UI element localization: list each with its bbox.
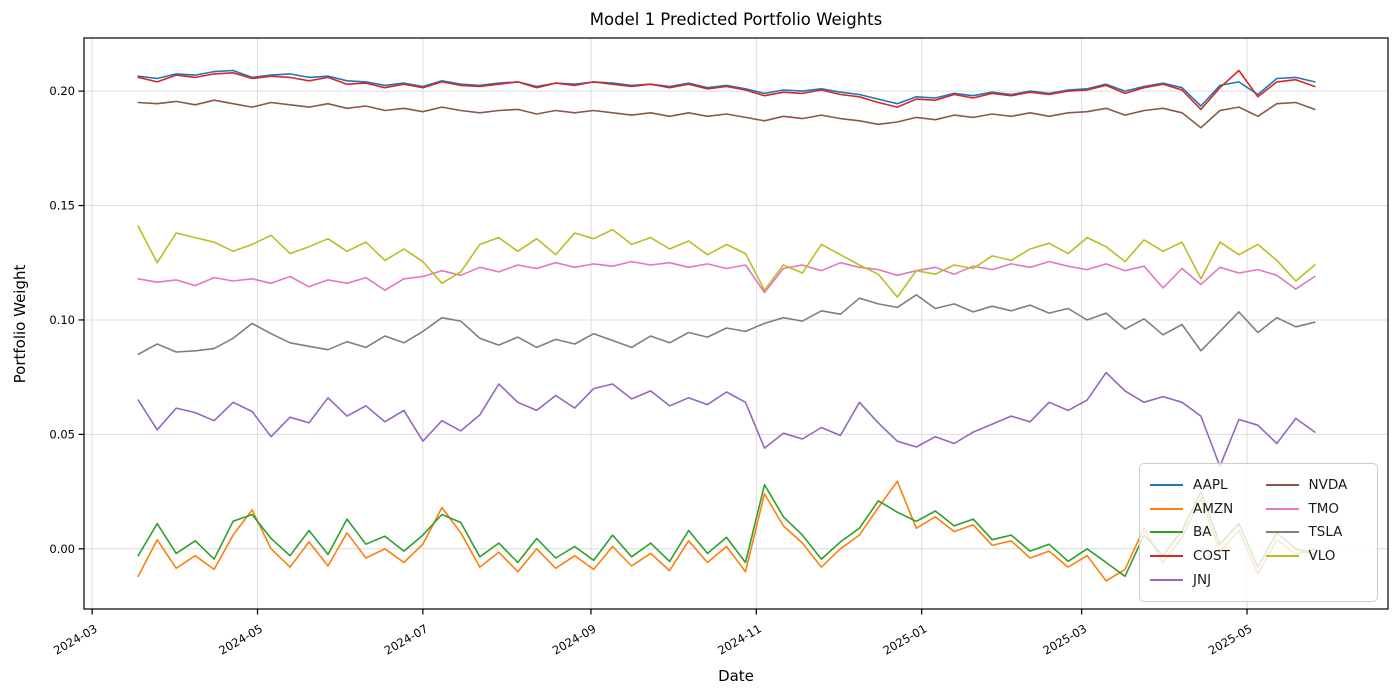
series-line-COST <box>137 69 1316 111</box>
legend-line-swatch-COST <box>1150 555 1183 558</box>
legend-label-BA: BA <box>1193 524 1212 541</box>
series-line-BA <box>137 483 1316 578</box>
y-tick-label: 0.10 <box>49 313 75 327</box>
series-line-JNJ <box>137 371 1316 468</box>
legend: AAPL AMZN BA COST JNJ NVDA TMO TSLA VLO <box>1139 463 1378 602</box>
y-tick-label: 0.05 <box>49 427 75 441</box>
x-tick-label: 2024-03 <box>51 621 100 657</box>
x-tick-label: 2024-11 <box>715 621 764 657</box>
legend-label-TMO: TMO <box>1308 500 1340 517</box>
x-axis-label: Date <box>718 667 754 685</box>
x-tick-label: 2024-09 <box>550 621 599 657</box>
series-line-TSLA <box>137 293 1316 356</box>
legend-item-BA: BA <box>1150 521 1252 545</box>
legend-item-NVDA: NVDA <box>1265 473 1368 497</box>
legend-item-AAPL: AAPL <box>1150 473 1252 497</box>
series-line-VLO <box>137 225 1316 298</box>
series-layer <box>137 69 1316 582</box>
series-line-AMZN <box>137 480 1316 582</box>
y-tick-label: 0.15 <box>49 199 75 213</box>
tick-layer: 2024-03 2024-05 2024-07 2024-09 2024-11 2025-… <box>49 84 1254 658</box>
series-line-AAPL <box>137 69 1316 107</box>
legend-item-AMZN: AMZN <box>1150 497 1252 521</box>
series-line-TMO <box>137 260 1316 294</box>
legend-label-TSLA: TSLA <box>1308 524 1343 541</box>
legend-label-AAPL: AAPL <box>1193 476 1228 493</box>
legend-line-swatch-BA <box>1150 531 1183 534</box>
legend-line-swatch-TSLA <box>1265 531 1299 534</box>
legend-item-TMO: TMO <box>1265 497 1368 521</box>
legend-item-TSLA: TSLA <box>1265 521 1368 545</box>
y-tick-label: 0.00 <box>49 542 75 556</box>
legend-label-NVDA: NVDA <box>1308 476 1348 493</box>
legend-line-swatch-AAPL <box>1150 483 1183 486</box>
legend-line-swatch-TMO <box>1265 507 1299 510</box>
legend-label-VLO: VLO <box>1308 548 1336 565</box>
legend-label-JNJ: JNJ <box>1193 572 1212 589</box>
y-tick-label: 0.20 <box>49 84 75 98</box>
legend-item-JNJ: JNJ <box>1150 568 1252 592</box>
x-tick-label: 2024-07 <box>382 621 431 657</box>
legend-line-swatch-JNJ <box>1150 579 1183 582</box>
chart-title: Model 1 Predicted Portfolio Weights <box>590 10 882 29</box>
x-tick-label: 2025-01 <box>881 621 930 657</box>
legend-label-COST: COST <box>1193 548 1230 565</box>
legend-item-COST: COST <box>1150 544 1252 568</box>
legend-line-swatch-VLO <box>1265 555 1299 558</box>
legend-item-VLO: VLO <box>1265 544 1368 568</box>
legend-label-AMZN: AMZN <box>1193 500 1234 517</box>
plot-border <box>83 37 1389 610</box>
x-tick-label: 2025-03 <box>1041 621 1090 657</box>
x-tick-label: 2025-05 <box>1206 621 1255 657</box>
x-tick-label: 2024-05 <box>216 621 265 657</box>
legend-line-swatch-NVDA <box>1265 483 1299 486</box>
legend-line-swatch-AMZN <box>1150 507 1183 510</box>
y-axis-label: Portfolio Weight <box>11 265 29 384</box>
series-line-NVDA <box>137 99 1316 129</box>
